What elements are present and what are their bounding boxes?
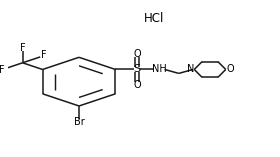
Text: HCl: HCl — [144, 12, 164, 25]
Text: O: O — [226, 65, 234, 74]
Text: O: O — [133, 49, 141, 59]
Text: F: F — [0, 65, 4, 75]
Text: NH: NH — [152, 65, 167, 74]
Text: F: F — [20, 43, 25, 53]
Text: O: O — [133, 80, 141, 90]
Text: F: F — [41, 50, 47, 60]
Text: N: N — [187, 65, 194, 74]
Text: S: S — [134, 65, 141, 74]
Text: Br: Br — [74, 117, 84, 127]
